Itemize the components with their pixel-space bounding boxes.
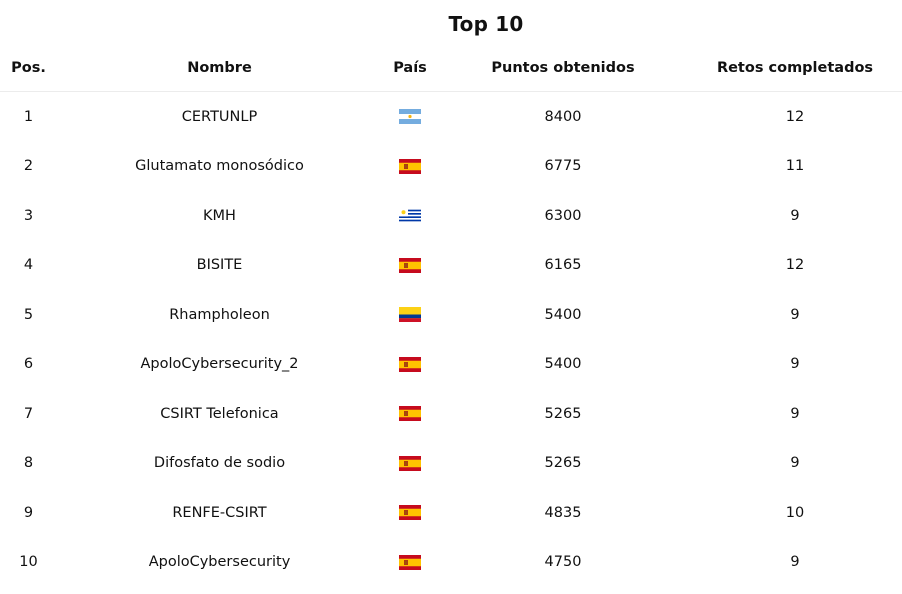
argentina-flag-icon	[399, 109, 421, 125]
cell-name: RENFE-CSIRT	[172, 504, 267, 521]
cell-challenges: 12	[785, 257, 805, 274]
cell-challenges: 9	[790, 405, 800, 422]
table-row: 4 BISITE 6165 12	[0, 241, 902, 291]
column-header-country: País	[382, 44, 438, 92]
cell-pos: 8	[23, 455, 34, 472]
cell-pos: 4	[23, 257, 34, 274]
cell-country	[382, 92, 438, 142]
cell-challenges: 12	[785, 108, 805, 125]
cell-country	[382, 538, 438, 588]
cell-pos: 7	[23, 405, 34, 422]
table-row: 9 RENFE-CSIRT 4835 10	[0, 488, 902, 538]
cell-challenges: 10	[785, 504, 805, 521]
cell-name: ApoloCybersecurity	[148, 554, 291, 571]
cell-challenges: 9	[790, 554, 800, 571]
cell-name: KMH	[203, 207, 236, 224]
cell-points: 4750	[544, 554, 582, 571]
column-header-name: Nombre	[57, 44, 382, 92]
cell-points: 8400	[544, 108, 582, 125]
table-row: 10 ApoloCybersecurity 4750 9	[0, 538, 902, 588]
cell-name: CSIRT Telefonica	[160, 405, 279, 422]
spain-flag-icon	[399, 406, 421, 422]
column-header-challenges: Retos completados	[688, 44, 902, 92]
cell-points: 5265	[544, 405, 582, 422]
table-row: 5 Rhampholeon 5400 9	[0, 290, 902, 340]
table-row: 6 ApoloCybersecurity_2 5400 9	[0, 340, 902, 390]
spain-flag-icon	[399, 455, 421, 471]
table-row: 1 CERTUNLP 8400 12	[0, 92, 902, 142]
cell-country	[382, 191, 438, 241]
table-row: 7 CSIRT Telefonica 5265 9	[0, 389, 902, 439]
cell-points: 5400	[544, 306, 582, 323]
cell-pos: 3	[23, 207, 34, 224]
cell-pos: 5	[23, 306, 34, 323]
uruguay-flag-icon	[399, 208, 421, 224]
colombia-flag-icon	[399, 307, 421, 323]
cell-country	[382, 142, 438, 192]
cell-points: 4835	[544, 504, 582, 521]
ranking-rows: 1 CERTUNLP 8400 12 2 Glutamato monosódico 6775…	[0, 92, 902, 588]
cell-points: 6165	[544, 257, 582, 274]
cell-pos: 10	[19, 554, 38, 571]
column-header-points: Puntos obtenidos	[438, 44, 688, 92]
cell-challenges: 11	[785, 158, 805, 175]
cell-name: Rhampholeon	[169, 306, 270, 323]
cell-country	[382, 488, 438, 538]
cell-country	[382, 340, 438, 390]
cell-points: 6300	[544, 207, 582, 224]
column-header-pos: Pos.	[0, 44, 57, 92]
cell-pos: 1	[23, 108, 34, 125]
cell-name: BISITE	[196, 257, 243, 274]
cell-name: CERTUNLP	[181, 108, 258, 125]
cell-pos: 6	[23, 356, 34, 373]
table-header-row: Pos. Nombre País Puntos obtenidos Retos …	[0, 44, 902, 92]
cell-country	[382, 389, 438, 439]
cell-country	[382, 241, 438, 291]
spain-flag-icon	[399, 505, 421, 521]
cell-country	[382, 439, 438, 489]
cell-pos: 2	[23, 158, 34, 175]
cell-country	[382, 290, 438, 340]
cell-pos: 9	[23, 504, 34, 521]
cell-points: 6775	[544, 158, 582, 175]
spain-flag-icon	[399, 158, 421, 174]
cell-challenges: 9	[790, 455, 800, 472]
spain-flag-icon	[399, 257, 421, 273]
cell-points: 5400	[544, 356, 582, 373]
cell-challenges: 9	[790, 356, 800, 373]
cell-name: Difosfato de sodio	[153, 455, 286, 472]
cell-points: 5265	[544, 455, 582, 472]
cell-name: Glutamato monosódico	[135, 158, 304, 175]
ranking-table: Pos. Nombre País Puntos obtenidos Retos …	[0, 44, 902, 587]
table-row: 8 Difosfato de sodio 5265 9	[0, 439, 902, 489]
table-title: Top 10	[448, 12, 524, 36]
cell-challenges: 9	[790, 207, 800, 224]
table-row: 3 KMH 6300 9	[0, 191, 902, 241]
spain-flag-icon	[399, 356, 421, 372]
cell-challenges: 9	[790, 306, 800, 323]
table-row: 2 Glutamato monosódico 6775 11	[0, 142, 902, 192]
spain-flag-icon	[399, 554, 421, 570]
cell-name: ApoloCybersecurity_2	[140, 356, 299, 373]
